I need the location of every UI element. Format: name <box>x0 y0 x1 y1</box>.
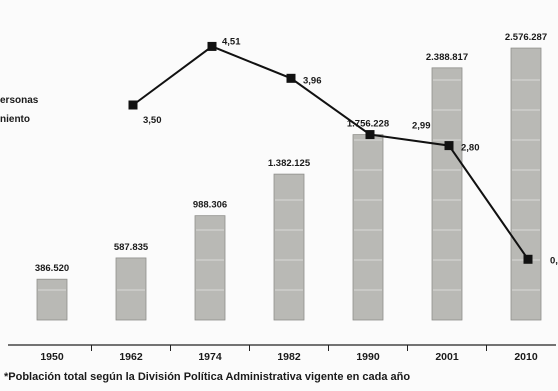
bar-1990 <box>352 134 384 321</box>
line-value-label-1990: 2,99 <box>412 121 431 132</box>
line-value-label-2001: 2,80 <box>461 143 480 154</box>
legend-text-line-1: ersonas <box>0 95 39 106</box>
footnote: *Población total según la División Polít… <box>4 371 410 383</box>
bar-value-label-2010: 2.576.287 <box>505 32 547 43</box>
tick-label-2001: 2001 <box>435 351 459 363</box>
legend: ersonas niento <box>0 95 39 125</box>
tick-label-1982: 1982 <box>277 351 301 363</box>
bar-group-1962: 587.835 <box>114 242 149 321</box>
legend-text-line-2: niento <box>0 114 30 125</box>
line-path <box>132 45 529 260</box>
bar-group-1990: 1.756.228 <box>347 119 389 321</box>
line-series: 3,50 4,51 3,96 2,99 2,80 0,84 <box>128 36 558 266</box>
bar-value-label-1982: 1.382.125 <box>268 158 311 169</box>
x-axis-ticks: 1950 1962 1974 1982 1990 2001 2010 <box>40 345 538 363</box>
bar-2010 <box>510 47 542 321</box>
line-value-label-1982: 3,96 <box>303 75 322 86</box>
tick-label-1950: 1950 <box>40 351 64 363</box>
bar-1950 <box>36 278 68 321</box>
bar-group-1950: 386.520 <box>35 263 69 321</box>
line-marker-2010 <box>523 254 533 264</box>
bar-value-label-2001: 2.388.817 <box>426 52 468 63</box>
line-marker-1982 <box>286 73 296 83</box>
tick-label-1974: 1974 <box>198 351 222 363</box>
bars: 386.520 587.835 988.306 1.382.125 1.756.228 2… <box>35 32 547 321</box>
line-marker-1962 <box>128 100 138 110</box>
line-value-label-2010: 0,84 <box>550 255 558 266</box>
bar-value-label-1962: 587.835 <box>114 242 149 253</box>
line-marker-1974 <box>207 41 217 51</box>
tick-label-1990: 1990 <box>356 351 380 363</box>
line-value-label-1974: 4,51 <box>222 36 241 47</box>
tick-label-2010: 2010 <box>514 351 538 363</box>
tick-label-1962: 1962 <box>119 351 143 363</box>
bar-1982 <box>273 173 305 321</box>
line-marker-2001 <box>444 141 454 151</box>
bar-group-1974: 988.306 <box>193 200 227 321</box>
bar-2001 <box>431 67 463 321</box>
bar-group-2010: 2.576.287 <box>505 32 547 321</box>
bar-1962 <box>115 257 147 321</box>
bar-group-1982: 1.382.125 <box>268 158 311 321</box>
bar-value-label-1990: 1.756.228 <box>347 119 389 130</box>
bar-value-label-1950: 386.520 <box>35 263 69 274</box>
bar-group-2001: 2.388.817 <box>426 52 468 321</box>
line-value-label-1962: 3,50 <box>143 115 162 126</box>
bar-value-label-1974: 988.306 <box>193 200 227 211</box>
bar-1974 <box>194 215 226 321</box>
line-marker-1990 <box>365 130 375 140</box>
